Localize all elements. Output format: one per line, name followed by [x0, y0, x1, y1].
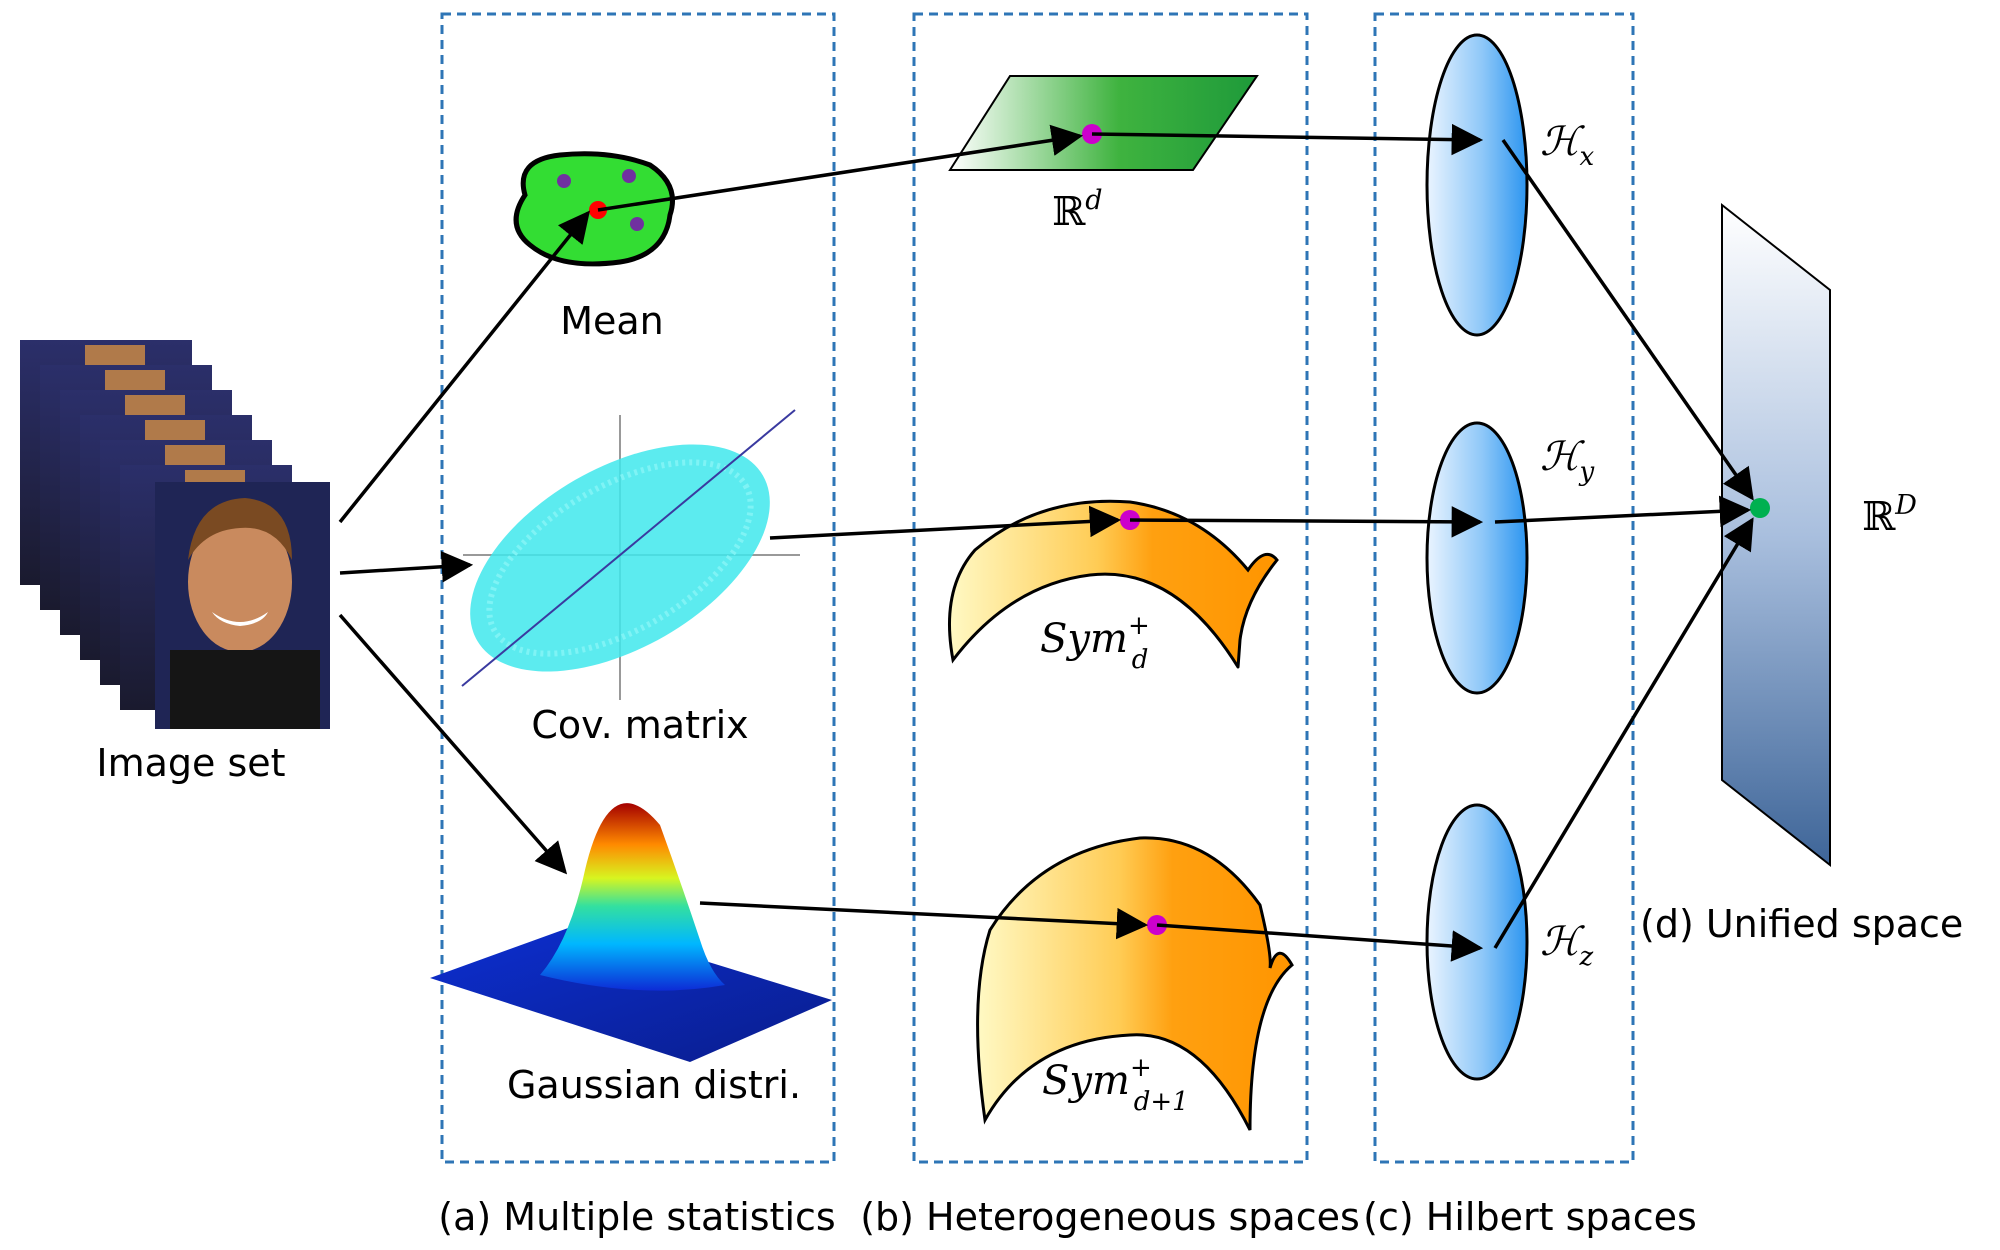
- arrow-images-to-gaussian: [338, 613, 568, 875]
- hilbert-ellipse-x: [1425, 33, 1529, 337]
- arrow-mean-to-rd: [597, 124, 1084, 212]
- arrow-symd1-to-hz: [1156, 923, 1484, 962]
- arrow-hx-to-unified: [1501, 139, 1754, 501]
- arrow-symd-to-hy: [1129, 506, 1484, 538]
- sym-d1-label: Sym+ d+1: [1042, 1053, 1189, 1117]
- panel-multiple-statistics: [440, 12, 836, 1164]
- covariance-cloud: [461, 409, 800, 700]
- cov-matrix-label: Cov. matrix: [531, 703, 748, 747]
- image-frame-front: [155, 482, 330, 729]
- gaussian-label: Gaussian distri.: [507, 1063, 801, 1107]
- arrow-rd-to-hx: [1091, 123, 1484, 156]
- caption-heterogeneous-spaces: (b) Heterogeneous spaces: [860, 1195, 1360, 1239]
- arrow-cov-to-symd: [769, 505, 1122, 540]
- hilbert-ellipse-y: [1425, 421, 1529, 695]
- hilbert-ellipse-z: [1425, 803, 1529, 1081]
- unified-plane: [1721, 202, 1831, 868]
- rD-label: ℝD: [1862, 490, 1917, 540]
- rd-label: ℝd: [1052, 185, 1103, 235]
- panel-heterogeneous-spaces: [912, 12, 1309, 1164]
- caption-hilbert-spaces: (c) Hilbert spaces: [1363, 1195, 1697, 1239]
- sym-d-label: Sym+ d: [1040, 611, 1150, 675]
- arrow-hz-to-unified: [1493, 517, 1754, 949]
- rd-plane: [948, 75, 1259, 171]
- arrow-images-to-cov: [339, 551, 474, 583]
- hz-label: ℋz: [1540, 919, 1594, 972]
- sample-point: [630, 217, 644, 231]
- unified-point: [1750, 498, 1770, 518]
- hx-label: ℋx: [1540, 119, 1595, 172]
- mean-blob: [513, 151, 675, 267]
- arrow-gaussian-to-symd1: [699, 901, 1149, 940]
- hy-label: ℋy: [1540, 434, 1595, 487]
- caption-multiple-statistics: (a) Multiple statistics: [438, 1195, 835, 1239]
- arrows: [338, 123, 1754, 962]
- mean-label: Mean: [560, 299, 664, 343]
- arrow-images-to-mean: [338, 210, 590, 524]
- sample-point: [622, 169, 636, 183]
- image-set-label: Image set: [96, 741, 285, 785]
- unified-space-label: (d) Unified space: [1640, 902, 1963, 946]
- arrow-hy-to-unified: [1494, 495, 1752, 528]
- image-set-stack: [20, 340, 330, 729]
- sample-point: [557, 174, 571, 188]
- gaussian-surface: [430, 803, 832, 1062]
- panel-hilbert-spaces: [1373, 12, 1635, 1164]
